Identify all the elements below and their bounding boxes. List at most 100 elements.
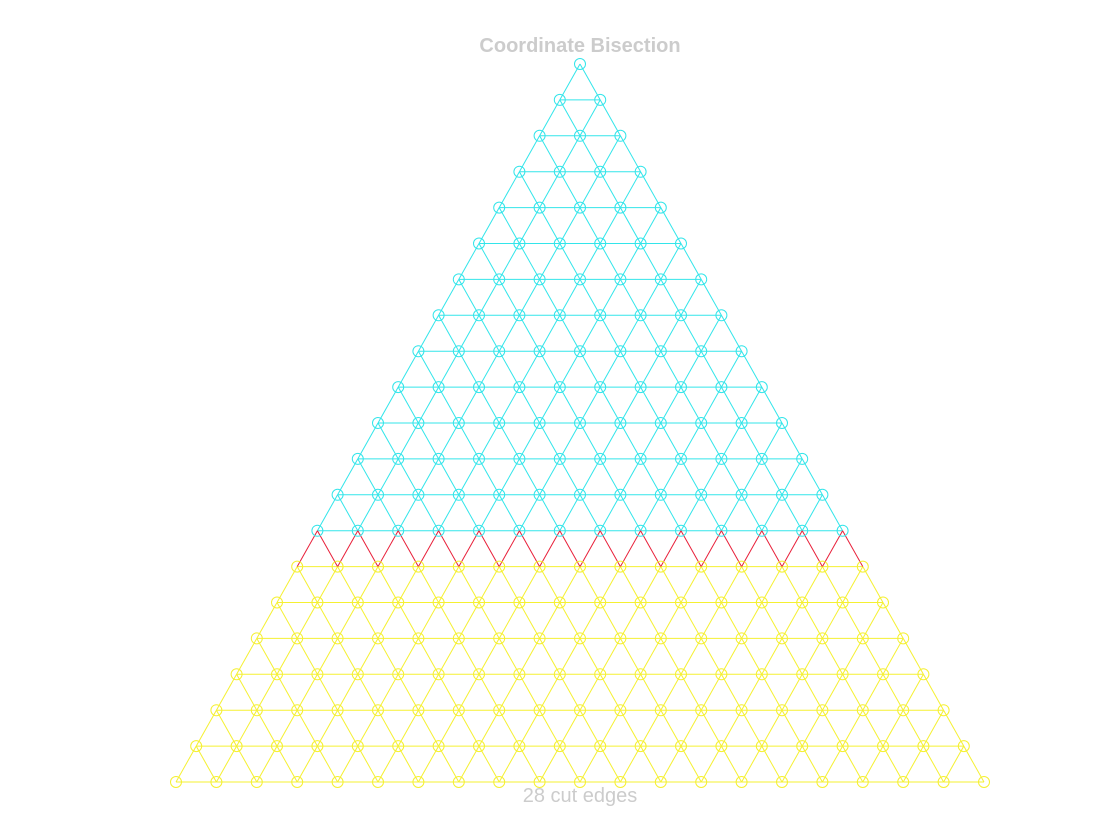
- mesh-edge: [559, 674, 581, 711]
- partition-b-vertex: [816, 704, 829, 717]
- mesh-edge: [761, 674, 783, 711]
- mesh-edge: [438, 602, 460, 639]
- mesh-edge: [438, 279, 460, 316]
- mesh-edge: [256, 602, 278, 639]
- mesh-edge: [478, 674, 500, 711]
- mesh-edge: [518, 315, 541, 352]
- mesh-edge: [842, 638, 864, 675]
- mesh-edge: [458, 243, 480, 280]
- partition-b-vertex: [877, 668, 889, 681]
- mesh-edge: [397, 494, 419, 531]
- partition-a-vertex: [452, 273, 465, 286]
- partition-a-vertex: [574, 488, 586, 501]
- mesh-edge: [417, 566, 440, 603]
- cut-edge: [397, 530, 419, 567]
- mesh-edge: [943, 709, 965, 747]
- mesh-edge: [741, 709, 763, 747]
- partition-a-vertex: [594, 165, 607, 178]
- partition-b-vertex: [614, 704, 627, 717]
- mesh-edge: [559, 99, 581, 137]
- mesh-edge: [741, 638, 763, 675]
- partition-b-vertex: [372, 704, 384, 717]
- partition-a-vertex: [634, 524, 647, 537]
- partition-a-vertex: [513, 237, 526, 250]
- cut-edge: [821, 530, 844, 567]
- mesh-edge: [882, 674, 904, 711]
- mesh-edge: [478, 494, 500, 531]
- mesh-edge: [680, 350, 702, 388]
- mesh-edge: [357, 638, 379, 675]
- partition-a-vertex: [654, 488, 667, 501]
- partition-b-vertex: [452, 704, 465, 717]
- mesh-edge: [397, 709, 419, 747]
- mesh-edge: [478, 566, 500, 603]
- cut-edge: [417, 530, 440, 567]
- mesh-edge: [337, 674, 359, 711]
- partition-a-vertex: [675, 452, 687, 465]
- partition-a-vertex: [614, 201, 627, 214]
- partition-b-vertex: [877, 740, 889, 753]
- partition-b-vertex: [311, 740, 324, 753]
- mesh-edge: [498, 171, 520, 208]
- mesh-edge: [397, 422, 419, 460]
- partition-a-vertex: [614, 273, 627, 286]
- mesh-edge: [741, 494, 763, 531]
- mesh-edge: [539, 458, 561, 496]
- partition-b-vertex: [291, 560, 304, 573]
- partition-a-vertex: [493, 273, 506, 286]
- mesh-edge: [256, 709, 278, 747]
- cut-edge: [377, 530, 399, 567]
- mesh-edge: [599, 350, 621, 388]
- cut-edge: [498, 530, 520, 567]
- mesh-edge: [882, 709, 904, 747]
- partition-b-vertex: [230, 740, 243, 753]
- partition-a-vertex: [553, 381, 566, 394]
- partition-a-vertex: [473, 237, 485, 250]
- partition-a-vertex: [432, 309, 445, 322]
- partition-b-vertex: [776, 560, 788, 573]
- partition-a-vertex: [432, 524, 445, 537]
- partition-a-vertex: [392, 381, 405, 394]
- partition-b-vertex: [170, 776, 182, 788]
- mesh-edge: [700, 566, 722, 603]
- mesh-edge: [438, 350, 460, 388]
- partition-a-vertex: [675, 381, 687, 394]
- partition-a-vertex: [553, 237, 566, 250]
- partition-a-vertex: [513, 309, 526, 322]
- mesh-edge: [357, 745, 379, 783]
- partition-a-vertex: [574, 345, 586, 358]
- mesh-edge: [458, 566, 480, 603]
- partition-b-vertex: [351, 596, 364, 609]
- partition-b-vertex: [452, 560, 465, 573]
- mesh-edge: [539, 566, 561, 603]
- partition-b-vertex: [614, 632, 627, 645]
- mesh-edge: [518, 674, 541, 711]
- mesh-edge: [700, 350, 722, 388]
- mesh-edge: [640, 171, 662, 208]
- cut-edge: [539, 530, 561, 567]
- mesh-edge: [296, 674, 318, 711]
- mesh-edge: [599, 422, 621, 460]
- partition-b-vertex: [250, 704, 263, 717]
- mesh-edge: [417, 494, 440, 531]
- mesh-edge: [619, 350, 642, 388]
- partition-b-vertex: [715, 668, 728, 681]
- partition-a-vertex: [533, 273, 546, 286]
- mesh-edge: [599, 674, 621, 711]
- mesh-edge: [640, 745, 662, 783]
- mesh-edge: [882, 638, 904, 675]
- mesh-edge: [842, 674, 864, 711]
- partition-b-vertex: [412, 776, 425, 788]
- mesh-edge: [619, 243, 642, 280]
- partition-b-vertex: [351, 740, 364, 753]
- mesh-edge: [579, 99, 601, 137]
- mesh-edge: [276, 602, 298, 639]
- mesh-edge: [741, 422, 763, 460]
- mesh-edge: [579, 350, 601, 388]
- mesh-edge: [781, 566, 803, 603]
- partition-a-vertex: [755, 452, 768, 465]
- partition-b-vertex: [634, 596, 647, 609]
- mesh-edge: [357, 566, 379, 603]
- partition-b-vertex: [473, 668, 485, 681]
- partition-a-vertex: [574, 201, 586, 214]
